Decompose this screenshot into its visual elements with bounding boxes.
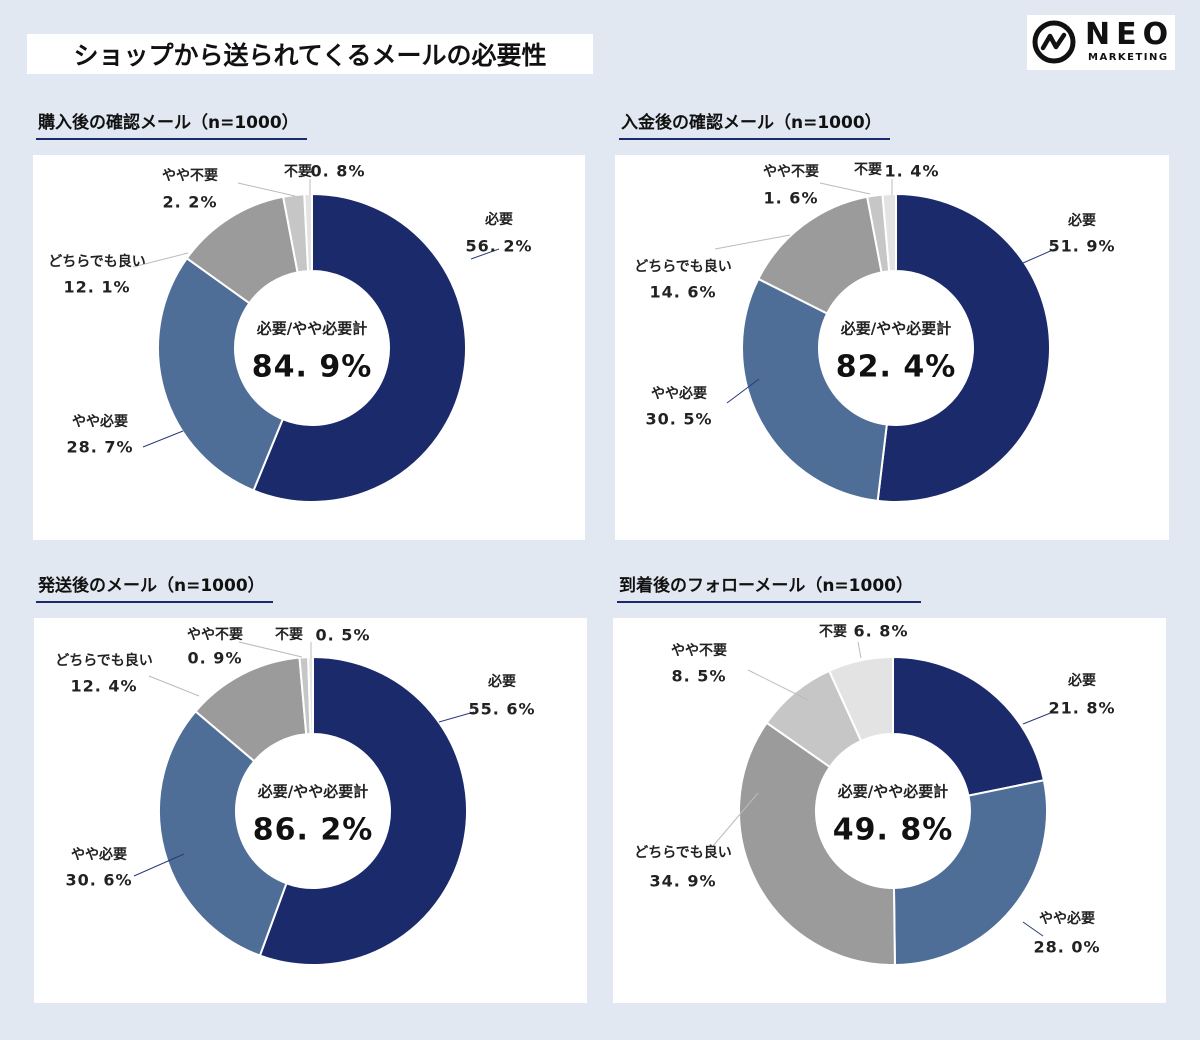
slice-label-need: 必要: [1068, 673, 1096, 689]
slice-value-unneeded: 6. 8%: [853, 621, 909, 641]
slice-value-unneeded: 0. 5%: [315, 625, 371, 645]
slice-need: [892, 655, 1046, 797]
leader-line-somewhat-need: [726, 378, 760, 404]
neo-marketing-logo: NEO MARKETING: [1027, 15, 1175, 70]
slice-label-somewhat-need: やや必要: [72, 414, 128, 430]
slice-unneeded: [881, 192, 897, 273]
slice-value-somewhat-unneeded: 2. 2%: [162, 192, 218, 212]
slice-somewhat-need: [157, 256, 285, 492]
slice-value-need: 51. 9%: [1048, 236, 1116, 256]
slice-need: [252, 192, 467, 503]
center-total-value: 82. 4%: [835, 349, 957, 385]
slice-unneeded: [307, 655, 314, 736]
center-total-value: 84. 9%: [251, 349, 373, 385]
slice-somewhat-need: [158, 709, 288, 957]
donut-chart: [132, 179, 500, 503]
leader-line-need: [470, 248, 500, 260]
slice-label-somewhat-unneeded: やや不要: [187, 627, 243, 643]
leader-line-need: [438, 711, 475, 723]
slice-label-somewhat-need: やや必要: [651, 386, 707, 402]
slice-value-either: 14. 6%: [649, 282, 717, 302]
slice-label-either: どちらでも良い: [634, 845, 732, 861]
slice-either: [738, 721, 896, 966]
slice-value-somewhat-need: 30. 6%: [65, 870, 133, 890]
leader-line-either: [148, 675, 200, 697]
slice-label-somewhat-need: やや必要: [1039, 911, 1095, 927]
slice-somewhat-need: [892, 779, 1048, 967]
slice-value-either: 34. 9%: [649, 871, 717, 891]
slice-label-unneeded: 不要: [854, 162, 882, 178]
slice-label-somewhat-need: やや必要: [71, 847, 127, 863]
center-total-value: 49. 8%: [832, 812, 954, 848]
slice-value-either: 12. 1%: [63, 277, 131, 297]
slice-unneeded: [303, 192, 313, 273]
slice-label-either: どちらでも良い: [55, 653, 153, 669]
logo-mark-icon: [1032, 20, 1076, 64]
slice-label-somewhat-unneeded: やや不要: [671, 643, 727, 659]
leader-line-somewhat-unneeded: [819, 182, 871, 195]
donut-chart: [714, 179, 1056, 503]
slice-label-unneeded: 不要: [284, 164, 312, 180]
slice-value-either: 12. 4%: [70, 676, 138, 696]
leader-line-somewhat-need: [133, 853, 185, 877]
slice-need: [258, 655, 468, 966]
leader-line-somewhat-need: [142, 430, 184, 448]
donut-panel-payment: 必要 51. 9% やや必要 30. 5% どちらでも良い 14. 6% やや不要 1. 6%…: [615, 155, 1169, 540]
slice-label-need: 必要: [485, 212, 513, 228]
slice-unneeded: [827, 655, 894, 743]
slice-somewhat-need: [741, 277, 888, 503]
slice-value-somewhat-unneeded: 8. 5%: [671, 666, 727, 686]
chart-title-purchase: 購入後の確認メール（n=1000）: [36, 108, 307, 140]
slice-label-somewhat-unneeded: やや不要: [162, 168, 218, 184]
donut-chart: [133, 641, 475, 966]
leader-line-need: [1022, 711, 1054, 725]
donut-chart: [712, 641, 1054, 967]
center-caption: 必要/やや必要計: [257, 782, 369, 801]
donut-panel-purchase: 必要 56. 2% やや必要 28. 7% どちらでも良い 12. 1% やや不要 2. 2%…: [33, 155, 585, 540]
slice-label-either: どちらでも良い: [48, 254, 146, 270]
donut-panel-shipping: 必要 55. 6% やや必要 30. 6% どちらでも良い 12. 4% やや不要 0. 9%…: [34, 618, 587, 1003]
chart-title-arrival: 到着後のフォローメール（n=1000）: [617, 571, 921, 603]
slice-label-unneeded: 不要: [819, 624, 847, 640]
slice-value-need: 55. 6%: [468, 699, 536, 719]
leader-line-either: [712, 792, 759, 847]
slice-value-unneeded: 0. 8%: [310, 161, 366, 181]
leader-line-unneeded: [857, 641, 862, 659]
logo-subtitle: MARKETING: [1088, 52, 1169, 63]
center-total-value: 86. 2%: [252, 812, 374, 848]
center-caption: 必要/やや必要計: [256, 319, 368, 338]
leader-line-somewhat-unneeded: [238, 641, 303, 658]
leader-line-somewhat-need: [1022, 921, 1044, 937]
slice-label-somewhat-unneeded: やや不要: [763, 164, 819, 180]
center-caption: 必要/やや必要計: [840, 319, 952, 338]
slice-value-somewhat-need: 28. 0%: [1033, 937, 1101, 957]
slice-label-need: 必要: [488, 674, 516, 690]
slice-label-either: どちらでも良い: [634, 259, 732, 275]
chart-title-shipping: 発送後のメール（n=1000）: [36, 571, 273, 603]
slice-value-need: 21. 8%: [1048, 698, 1116, 718]
chart-title-payment: 入金後の確認メール（n=1000）: [619, 108, 890, 140]
page-title: ショップから送られてくるメールの必要性: [27, 34, 593, 74]
slice-value-unneeded: 1. 4%: [884, 161, 940, 181]
donut-panel-arrival: 必要 21. 8% やや必要 28. 0% どちらでも良い 34. 9% やや不要 8. 5%…: [613, 618, 1166, 1003]
leader-line-either: [714, 234, 791, 250]
leader-line-somewhat-unneeded: [237, 182, 296, 197]
slice-value-need: 56. 2%: [465, 236, 533, 256]
slice-value-somewhat-need: 30. 5%: [645, 409, 713, 429]
slice-label-unneeded: 不要: [275, 627, 303, 643]
slice-value-somewhat-unneeded: 0. 9%: [187, 648, 243, 668]
center-caption: 必要/やや必要計: [837, 782, 949, 801]
slice-value-somewhat-need: 28. 7%: [66, 437, 134, 457]
slice-value-somewhat-unneeded: 1. 6%: [763, 188, 819, 208]
leader-line-somewhat-unneeded: [747, 669, 809, 701]
slice-label-need: 必要: [1068, 213, 1096, 229]
leader-line-either: [132, 252, 189, 268]
leader-line-need: [1022, 248, 1056, 264]
logo-wordmark: NEO: [1085, 17, 1175, 52]
slice-need: [876, 192, 1051, 503]
